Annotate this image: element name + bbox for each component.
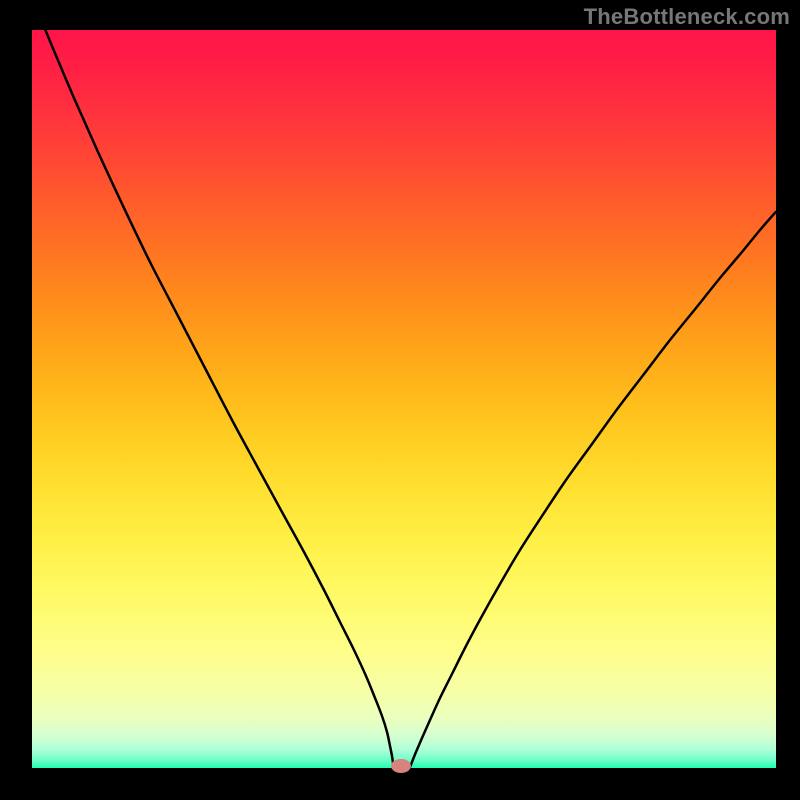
watermark-text: TheBottleneck.com — [584, 4, 790, 30]
optimal-point-marker — [391, 759, 411, 773]
plot-background — [32, 30, 776, 768]
